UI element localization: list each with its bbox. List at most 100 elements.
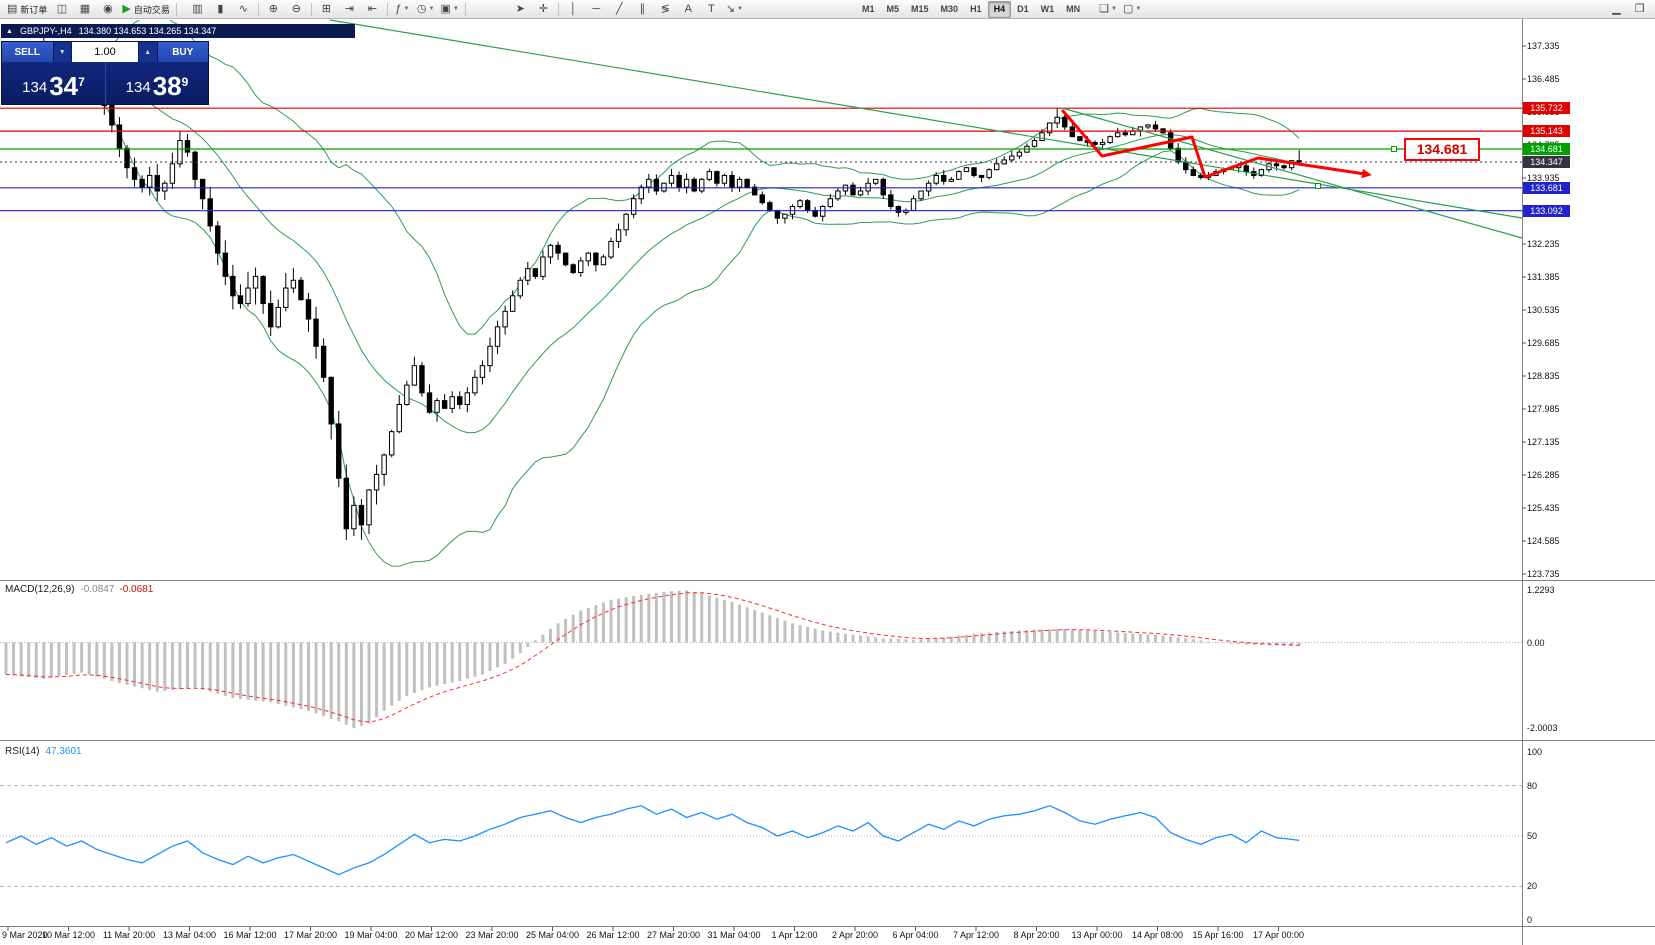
label-icon: T xyxy=(707,2,715,15)
timeframe-d1-button[interactable]: D1 xyxy=(1017,3,1029,14)
zoom-out-icon: ⊖ xyxy=(291,2,302,15)
time-axis-label: 17 Apr 00:00 xyxy=(1252,930,1305,940)
sell-price-main: 34 xyxy=(49,71,79,101)
chevron-down-icon: ▼ xyxy=(403,6,410,12)
trendline-button[interactable]: ╱ xyxy=(608,1,631,18)
chevron-down-icon: ▼ xyxy=(452,6,459,12)
auto-scroll-button[interactable]: ⇥ xyxy=(338,1,361,18)
market-watch-icon: ◫ xyxy=(56,2,68,15)
autotrading-button[interactable]: ▶ 自动交易 xyxy=(119,1,172,18)
sell-price-sup: 7 xyxy=(78,75,85,89)
price-level-tag: 135.143 xyxy=(1523,125,1570,138)
buy-price[interactable]: 134 38 9 xyxy=(105,62,208,104)
restore-chart-button[interactable]: ❐ xyxy=(1628,1,1651,18)
label-button[interactable]: T xyxy=(700,1,723,18)
navigator-button[interactable]: ◉ xyxy=(96,1,119,18)
buy-price-main: 38 xyxy=(152,71,182,101)
line-chart-icon: ∿ xyxy=(238,2,249,15)
autotrading-icon: ▶ xyxy=(122,2,131,15)
price-annotation-callout[interactable]: 134.681 xyxy=(1404,138,1480,161)
zoom-out-button[interactable]: ⊖ xyxy=(285,1,308,18)
buy-button[interactable]: BUY xyxy=(157,42,208,62)
indicators-button[interactable]: ƒ ▼ xyxy=(391,1,414,18)
auto-scroll-icon: ⇥ xyxy=(344,2,355,15)
collapse-panel-icon[interactable]: ▲ xyxy=(6,27,13,35)
data-window-button[interactable]: ▦ xyxy=(73,1,96,18)
price-level-tag: 134.347 xyxy=(1523,155,1570,168)
chevron-down-icon: ▼ xyxy=(1135,6,1142,12)
sell-price[interactable]: 134 34 7 xyxy=(2,62,105,104)
text-button[interactable]: A xyxy=(677,1,700,18)
timeframe-h4-button[interactable]: H4 xyxy=(987,0,1012,18)
candlestick-chart-icon: ▮ xyxy=(217,2,224,15)
price-axis-label: 132.235 xyxy=(1527,239,1560,249)
macd-signal-value: -0.0681 xyxy=(119,584,154,595)
zigzag-arrow-annotation[interactable] xyxy=(1061,109,1372,179)
timeframe-h1-button[interactable]: H1 xyxy=(970,3,982,14)
templates-button[interactable]: ▣ ▼ xyxy=(437,1,461,18)
rsi-axis-label: 80 xyxy=(1527,780,1538,791)
rsi-name: RSI(14) xyxy=(5,746,40,757)
bar-chart-button[interactable]: ▥ xyxy=(186,1,209,18)
chart-symbol-period: GBPJPY-,H4 xyxy=(19,26,72,36)
tile-windows-button[interactable]: ⊞ xyxy=(315,1,338,18)
sell-button[interactable]: SELL xyxy=(2,42,53,62)
time-axis-label: 23 Mar 20:00 xyxy=(465,930,519,940)
time-axis-label: 17 Mar 20:00 xyxy=(283,930,338,940)
market-watch-button[interactable]: ◫ xyxy=(50,1,73,18)
timeframe-m30-button[interactable]: M30 xyxy=(940,3,959,14)
chart-shift-icon: ⇤ xyxy=(367,2,378,15)
new-order-button[interactable]: ▤ 新订单 xyxy=(4,1,50,18)
time-axis-label: 8 Apr 20:00 xyxy=(1013,930,1060,940)
lot-size-input[interactable] xyxy=(71,42,139,62)
buy-price-prefix: 134 xyxy=(125,79,151,96)
lot-decrease-stepper[interactable]: ▼ xyxy=(52,42,72,62)
toolbar-draw-group: ➤ ✛ │ ─ ╱ ∥ ≶ A T ↘ ▼ xyxy=(509,1,746,18)
fibonacci-button[interactable]: ≶ xyxy=(654,1,677,18)
timeframe-w1-button[interactable]: W1 xyxy=(1040,3,1055,14)
zoom-in-button[interactable]: ⊕ xyxy=(262,1,285,18)
one-click-trading-panel: SELL ▼ ▲ BUY 134 34 7 134 38 9 xyxy=(1,41,209,105)
time-axis-label: 20 Mar 12:00 xyxy=(404,930,459,940)
arrows-button[interactable]: ↘ ▼ xyxy=(723,1,746,18)
time-axis-label: 14 Apr 08:00 xyxy=(1131,930,1184,940)
line-chart-button[interactable]: ∿ xyxy=(232,1,255,18)
indicators-icon: ƒ xyxy=(395,2,402,15)
chart-shift-button[interactable]: ⇤ xyxy=(361,1,384,18)
time-axis-label: 6 Apr 04:00 xyxy=(892,930,939,940)
vertical-line-button[interactable]: │ xyxy=(562,1,585,18)
price-axis-label: 131.385 xyxy=(1527,272,1560,282)
window-arrange-button[interactable]: ❏ ▼ xyxy=(1096,1,1120,18)
trendlines[interactable] xyxy=(329,19,1523,239)
timeframe-m1-button[interactable]: M1 xyxy=(862,3,875,14)
channel-button[interactable]: ∥ xyxy=(631,1,654,18)
crosshair-button[interactable]: ✛ xyxy=(532,1,555,18)
price-level-lines[interactable] xyxy=(0,107,1522,212)
bar-chart-icon: ▥ xyxy=(192,2,203,15)
text-icon: A xyxy=(684,2,692,15)
fullscreen-icon: ▢ xyxy=(1122,2,1134,15)
rsi-axis-label: 100 xyxy=(1527,747,1543,757)
fullscreen-button[interactable]: ▢ ▼ xyxy=(1120,1,1144,18)
macd-axis-label: 0.00 xyxy=(1527,637,1545,648)
candlestick-chart-button[interactable]: ▮ xyxy=(209,1,232,18)
minimize-chart-button[interactable]: ▁ xyxy=(1605,1,1628,18)
periods-button[interactable]: ◷ ▼ xyxy=(414,1,438,18)
tile-windows-icon: ⊞ xyxy=(321,2,332,15)
time-axis-label: 10 Mar 12:00 xyxy=(41,930,96,940)
timeframe-m15-button[interactable]: M15 xyxy=(911,3,929,14)
horizontal-line-icon: ─ xyxy=(592,2,601,15)
horizontal-line-button[interactable]: ─ xyxy=(585,1,608,18)
timeframe-mn-button[interactable]: MN xyxy=(1066,3,1081,14)
toolbar-separator xyxy=(175,2,177,16)
cursor-button[interactable]: ➤ xyxy=(509,1,532,18)
buy-price-sup: 9 xyxy=(181,75,189,89)
rsi-indicator xyxy=(0,785,1522,887)
templates-icon: ▣ xyxy=(440,2,451,15)
lot-increase-stepper[interactable]: ▲ xyxy=(138,42,158,62)
timeframe-m5-button[interactable]: M5 xyxy=(886,3,900,14)
time-axis-label: 26 Mar 12:00 xyxy=(586,930,640,940)
sell-price-prefix: 134 xyxy=(22,79,48,96)
time-axis-label: 13 Mar 04:00 xyxy=(162,930,217,940)
toolbar-extra-group: ❏ ▼ ▢ ▼ xyxy=(1096,1,1144,18)
